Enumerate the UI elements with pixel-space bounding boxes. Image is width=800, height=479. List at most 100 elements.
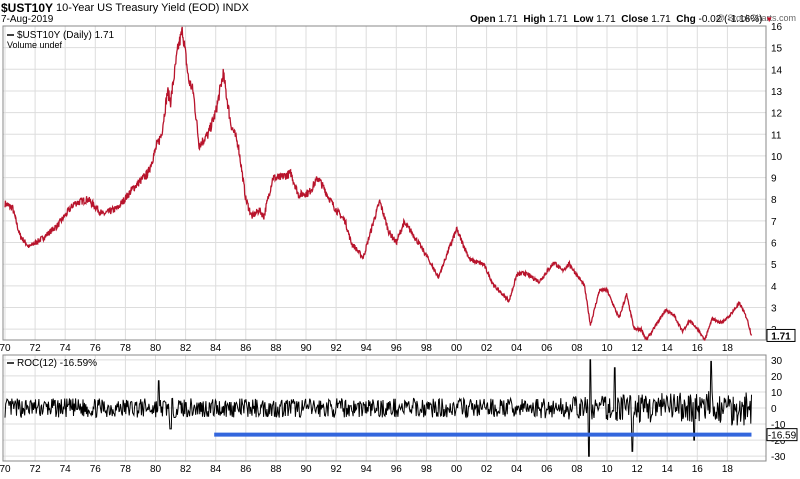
x-tick-label: 04 (511, 343, 523, 354)
x-tick-label: 86 (240, 464, 252, 475)
x-tick-label: 70 (0, 464, 11, 475)
x-tick-label: 06 (541, 464, 553, 475)
plot-frame (2, 25, 767, 341)
y-tick-label: 3 (771, 304, 777, 315)
high-label: High (523, 14, 546, 25)
x-tick-label: 86 (240, 343, 252, 354)
x-tick-label: 88 (270, 464, 282, 475)
y-tick-label: 13 (771, 87, 783, 98)
x-tick-label: 74 (60, 343, 72, 354)
high-value: 1.71 (548, 14, 568, 25)
x-tick-label: 88 (270, 343, 282, 354)
roc-line (4, 359, 752, 457)
y-tick-label: 6 (771, 239, 777, 250)
legend-yield: $UST10Y (Daily) 1.71 (17, 30, 115, 41)
x-tick-label: 00 (451, 464, 463, 475)
x-tick-label: 98 (421, 464, 433, 475)
y-tick-label: 11 (771, 130, 782, 141)
watermark: @ StockCharts.com (715, 13, 796, 23)
roc-value-box (766, 428, 798, 442)
x-tick-label: 74 (60, 464, 72, 475)
x-tick-label: 78 (120, 343, 132, 354)
x-tick-label: 82 (180, 464, 192, 475)
y-tick-label: -30 (771, 452, 786, 463)
down-triangle-icon: ▼ (765, 15, 774, 24)
x-tick-label: 78 (120, 464, 132, 475)
y-tick-label: -10 (771, 420, 786, 431)
symbol-title: $UST10Y (1, 1, 54, 15)
y-tick-label: 20 (771, 372, 783, 383)
x-tick-label: 08 (571, 343, 583, 354)
y-tick-label: 10 (771, 152, 783, 163)
x-tick-label: 94 (361, 343, 373, 354)
chart-header: $UST10Y 10-Year US Treasury Yield (EOD) … (0, 0, 800, 26)
last-value-label: 1.71 (771, 331, 791, 342)
y-tick-label: -20 (771, 436, 786, 447)
x-tick-label: 92 (331, 464, 343, 475)
x-tick-label: 72 (30, 343, 42, 354)
close-value: 1.71 (651, 14, 671, 25)
x-tick-label: 08 (571, 464, 583, 475)
x-tick-label: 12 (632, 343, 644, 354)
x-tick-label: 04 (511, 464, 523, 475)
y-tick-label: 5 (771, 260, 777, 271)
x-tick-label: 10 (601, 464, 613, 475)
x-tick-label: 12 (632, 464, 644, 475)
x-tick-label: 18 (722, 464, 734, 475)
x-tick-label: 90 (300, 464, 312, 475)
plot-frame (2, 354, 767, 462)
x-tick-label: 84 (210, 464, 222, 475)
ohlc-readout: Open 1.71 High 1.71 Low 1.71 Close 1.71 … (470, 14, 773, 25)
x-tick-label: 80 (150, 464, 162, 475)
x-tick-label: 72 (30, 464, 42, 475)
y-tick-label: 4 (771, 282, 777, 293)
x-tick-label: 92 (331, 343, 343, 354)
open-label: Open (470, 14, 496, 25)
y-tick-label: 8 (771, 195, 777, 206)
x-tick-label: 84 (210, 343, 222, 354)
chg-label: Chg (676, 14, 696, 25)
y-tick-label: 12 (771, 109, 783, 120)
exchange-label: INDX (222, 2, 249, 14)
low-value: 1.71 (596, 14, 616, 25)
x-tick-label: 94 (361, 464, 373, 475)
x-tick-label: 16 (692, 343, 704, 354)
x-tick-label: 14 (662, 464, 674, 475)
chg-value: -0.02 (-1.16%) (698, 14, 763, 25)
x-tick-label: 82 (180, 343, 192, 354)
security-name: 10-Year US Treasury Yield (EOD) INDX (56, 2, 249, 14)
y-tick-label: 10 (771, 388, 783, 399)
y-tick-label: 9 (771, 174, 777, 185)
y-tick-label: 15 (771, 44, 783, 55)
x-tick-label: 10 (601, 343, 613, 354)
x-tick-label: 16 (692, 464, 704, 475)
x-tick-label: 90 (300, 343, 312, 354)
legend-volume: Volume undef (7, 40, 63, 50)
x-tick-label: 76 (90, 464, 102, 475)
x-tick-label: 18 (722, 343, 734, 354)
x-tick-label: 14 (662, 343, 674, 354)
roc-value-label: -16.59 (768, 431, 797, 442)
y-tick-label: 0 (771, 404, 777, 415)
x-tick-label: 70 (0, 343, 11, 354)
open-value: 1.71 (498, 14, 518, 25)
y-tick-label: 14 (771, 65, 783, 76)
y-tick-label: 16 (771, 22, 783, 33)
y-tick-label: 30 (771, 356, 783, 367)
yield-line (4, 26, 753, 341)
last-value-box (766, 328, 796, 342)
chart-date: 7-Aug-2019 (1, 14, 54, 25)
y-tick-label: 7 (771, 217, 777, 228)
x-tick-label: 80 (150, 343, 162, 354)
x-tick-label: 02 (481, 343, 493, 354)
close-label: Close (621, 14, 649, 25)
security-name-text: 10-Year US Treasury Yield (EOD) (56, 2, 220, 14)
x-tick-label: 02 (481, 464, 493, 475)
x-tick-label: 96 (391, 464, 403, 475)
x-tick-label: 98 (421, 343, 433, 354)
legend-roc: ROC(12) -16.59% (17, 358, 97, 369)
x-tick-label: 00 (451, 343, 463, 354)
x-tick-label: 76 (90, 343, 102, 354)
